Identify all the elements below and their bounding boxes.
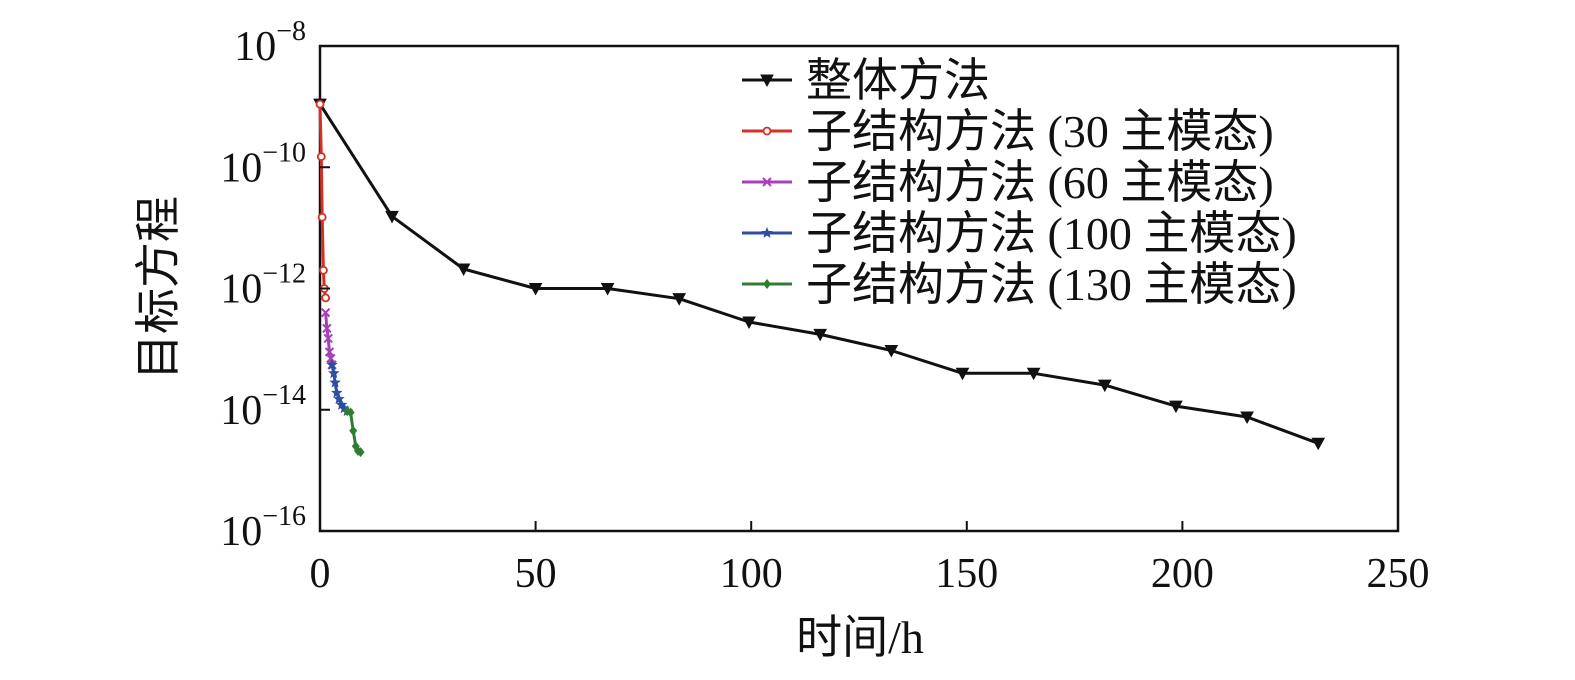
- legend-item: 子结构方法 (100 主模态): [742, 208, 1297, 259]
- legend-marker: [763, 279, 771, 289]
- y-tick-exponent: −14: [262, 380, 306, 411]
- data-point: [323, 333, 333, 344]
- data-point: [326, 358, 338, 370]
- data-point: [1169, 400, 1183, 414]
- data-point: [338, 402, 350, 414]
- y-tick-base: 10: [220, 145, 262, 191]
- legend-label: 整体方法: [806, 55, 990, 106]
- data-point: [316, 152, 326, 161]
- data-point: [329, 376, 341, 388]
- data-point: [742, 316, 756, 330]
- data-point: [321, 293, 331, 303]
- data-point: [600, 283, 615, 296]
- data-point: [331, 386, 343, 398]
- data-point: [320, 307, 331, 318]
- data-point: [1097, 379, 1112, 393]
- y-tick-base: 10: [234, 24, 276, 70]
- series-0: [313, 98, 1326, 451]
- legend-label: 子结构方法 (60 主模态): [806, 157, 1274, 208]
- y-tick-label: 10−8: [234, 16, 306, 70]
- data-point: [1240, 411, 1254, 425]
- data-point: [333, 393, 345, 404]
- x-tick-label: 0: [310, 551, 331, 597]
- x-tick-label: 50: [515, 551, 557, 597]
- data-point: [385, 210, 399, 224]
- legend-item: 子结构方法 (130 主模态): [742, 259, 1297, 310]
- legend-item: 子结构方法 (60 主模态): [742, 157, 1274, 208]
- series-4: [343, 406, 365, 458]
- y-tick-base: 10: [220, 267, 262, 313]
- y-tick-label: 10−10: [220, 137, 306, 191]
- legend-item: 子结构方法 (30 主模态): [742, 106, 1274, 157]
- data-point: [813, 328, 828, 342]
- series-3: [326, 358, 353, 416]
- data-point: [1026, 367, 1041, 381]
- data-point: [672, 293, 687, 306]
- y-tick-exponent: −16: [262, 501, 306, 532]
- series-1: [315, 99, 331, 303]
- data-point: [356, 447, 365, 458]
- y-tick-label: 10−16: [220, 501, 306, 555]
- data-point: [335, 398, 348, 410]
- legend-item: 整体方法: [742, 55, 990, 106]
- data-point: [317, 212, 327, 222]
- legend-marker: [762, 177, 772, 187]
- x-tick-label: 200: [1151, 551, 1214, 597]
- y-tick-exponent: −10: [262, 137, 306, 168]
- series-layer: [313, 98, 1326, 458]
- data-point: [315, 99, 325, 109]
- legend-marker: [761, 227, 773, 238]
- y-tick-label: 10−14: [220, 380, 306, 434]
- x-axis-ticks: 0 50 100 150 200 250: [310, 521, 1430, 597]
- y-tick-exponent: −8: [276, 16, 306, 47]
- y-axis-title: 目标方程: [133, 196, 184, 380]
- y-tick-base: 10: [220, 509, 262, 555]
- x-tick-label: 150: [935, 551, 998, 597]
- data-point: [319, 265, 328, 275]
- y-tick-exponent: −12: [262, 259, 306, 290]
- legend-marker: [762, 126, 772, 136]
- data-point: [322, 323, 332, 334]
- legend-label: 子结构方法 (130 主模态): [806, 259, 1297, 310]
- data-point: [955, 367, 970, 381]
- legend-label: 子结构方法 (100 主模态): [806, 208, 1297, 259]
- data-point: [328, 367, 340, 379]
- x-tick-label: 250: [1367, 551, 1430, 597]
- x-tick-label: 100: [720, 551, 783, 597]
- legend-marker: [760, 74, 774, 88]
- data-point: [528, 283, 543, 296]
- data-point: [1311, 437, 1326, 451]
- data-point: [346, 407, 355, 418]
- x-axis-title: 时间/h: [796, 612, 924, 663]
- legend-label: 子结构方法 (30 主模态): [806, 106, 1274, 157]
- y-tick-label: 10−12: [220, 259, 306, 313]
- y-tick-base: 10: [220, 388, 262, 434]
- data-point: [456, 263, 471, 277]
- series-2: [320, 307, 337, 370]
- data-point: [884, 344, 899, 358]
- data-point: [349, 425, 358, 436]
